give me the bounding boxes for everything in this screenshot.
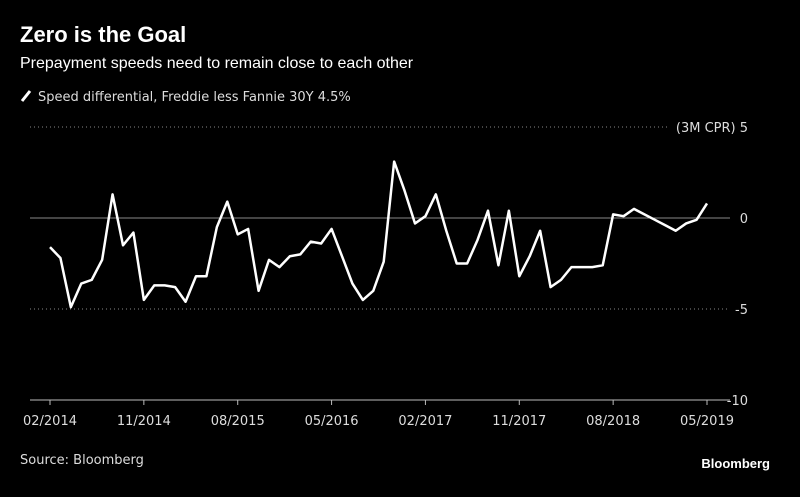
y-tick-label: -10: [727, 394, 748, 409]
chart-subtitle: Prepayment speeds need to remain close t…: [20, 55, 414, 72]
x-tick-label: 02/2014: [23, 414, 77, 429]
series-line: [49, 160, 709, 309]
y-tick-label: 0: [740, 212, 748, 227]
x-tick-label: 08/2018: [586, 414, 640, 429]
y-tick-label: (3M CPR) 5: [676, 121, 748, 136]
chart-title: Zero is the Goal: [20, 22, 186, 47]
source: Source: Bloomberg: [20, 453, 144, 468]
brand: Bloomberg: [701, 456, 770, 471]
x-tick-label: 08/2015: [211, 414, 265, 429]
x-tick-label: 05/2016: [305, 414, 359, 429]
legend-label: Speed differential, Freddie less Fannie …: [38, 90, 351, 105]
legend-swatch: [20, 90, 32, 102]
x-tick-label: 11/2014: [117, 414, 171, 429]
x-tick-label: 05/2019: [680, 414, 734, 429]
y-tick-label: -5: [735, 303, 748, 318]
x-tick-label: 02/2017: [398, 414, 452, 429]
x-tick-label: 11/2017: [492, 414, 546, 429]
